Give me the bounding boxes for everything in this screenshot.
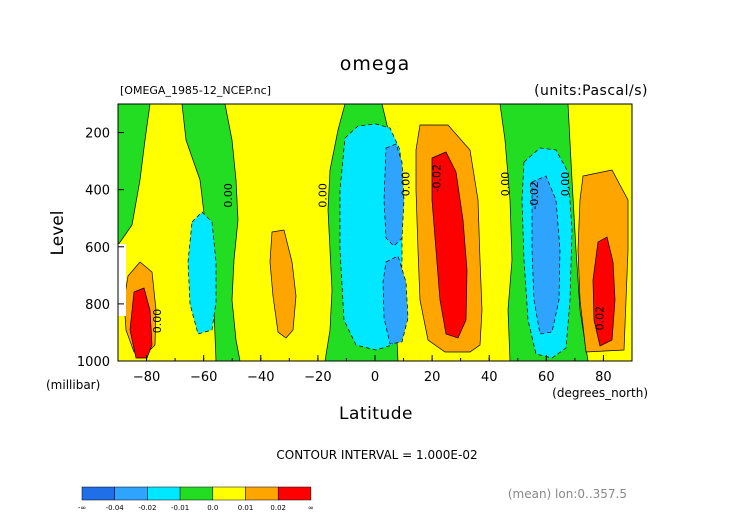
- colorbar-swatch: [277, 486, 312, 501]
- x-axis-units: (degrees_north): [552, 386, 648, 400]
- colorbar-label: 0.01: [238, 504, 254, 512]
- colorbar-swatch: [212, 486, 246, 501]
- y-tick-label: 600: [85, 241, 110, 256]
- y-tick-label: 800: [85, 298, 110, 313]
- y-axis-units: (millibar): [46, 378, 100, 392]
- contour-label: 0.00: [499, 172, 512, 197]
- colorbar-swatch: [114, 486, 148, 501]
- x-tick-label: 80: [595, 370, 612, 385]
- colorbar: -∞ -0.04 -0.02 -0.01 0.0 0.01 0.02 ∞: [78, 486, 314, 512]
- red-region: [129, 287, 153, 359]
- colorbar-swatch: [81, 486, 115, 501]
- blue-region: [531, 175, 561, 335]
- colorbar-label: -0.04: [106, 504, 125, 512]
- contour-label: 0.00: [222, 183, 235, 208]
- contour-label: 0.00: [316, 183, 329, 208]
- x-axis-label: Latitude: [339, 404, 413, 424]
- red-region: [431, 151, 468, 339]
- mean-label: (mean) lon:0..357.5: [508, 487, 627, 501]
- contour-field: [118, 104, 632, 361]
- contour-label: 0.02: [593, 306, 606, 331]
- file-label: [OMEGA_1985-12_NCEP.nc]: [120, 84, 271, 97]
- colorbar-label: 0.02: [270, 504, 286, 512]
- units-label: (units:Pascal/s): [534, 83, 648, 99]
- blue-region: [382, 255, 409, 345]
- contour-label: -0.02: [431, 164, 444, 192]
- x-tick-label: −20: [304, 370, 331, 385]
- colorbar-label: -0.01: [171, 504, 189, 512]
- contour-interval-label: CONTOUR INTERVAL = 1.000E-02: [276, 448, 477, 462]
- colorbar-label: -0.02: [138, 504, 156, 512]
- x-tick-label: −60: [190, 370, 217, 385]
- colorbar-swatch: [179, 486, 214, 501]
- x-tick-label: −40: [247, 370, 274, 385]
- contour-label: 0.00: [151, 309, 164, 334]
- x-axis-ticks: −80 −60 −40 −20 0 20 40 60 80: [117, 355, 633, 385]
- colorbar-swatch: [147, 486, 181, 501]
- x-tick-label: 60: [538, 370, 555, 385]
- contour-label: 0.00: [399, 172, 412, 197]
- x-tick-label: 40: [481, 370, 498, 385]
- x-tick-label: 0: [371, 370, 379, 385]
- y-tick-label: 400: [85, 184, 110, 199]
- colorbar-label: 0.0: [207, 504, 218, 512]
- blue-region: [383, 143, 405, 247]
- contour-label: 0.00: [559, 172, 572, 197]
- contour-label: -0.02: [528, 181, 541, 209]
- y-axis-label: Level: [48, 211, 68, 256]
- y-tick-label: 200: [85, 127, 110, 142]
- contour-labels: 0.00 0.00 0.00 -0.02 0.00 -0.02 0.00 0.02 0.00: [151, 164, 607, 333]
- x-tick-label: −80: [133, 370, 160, 385]
- cyan-region: [187, 211, 217, 335]
- orange-region: [269, 229, 297, 339]
- colorbar-swatch: [245, 486, 279, 501]
- red-region: [592, 236, 616, 347]
- y-tick-label: 1000: [77, 355, 110, 370]
- x-tick-label: 20: [424, 370, 441, 385]
- y-axis-ticks: 200 400 600 800 1000: [77, 127, 124, 370]
- colorbar-label: ∞: [308, 504, 314, 512]
- missing-data-patch: [118, 244, 126, 316]
- chart-title: omega: [340, 53, 411, 75]
- colorbar-label: -∞: [78, 504, 86, 512]
